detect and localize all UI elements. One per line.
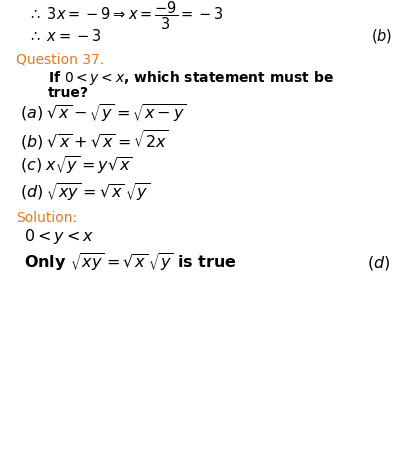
- Text: Solution:: Solution:: [16, 211, 77, 225]
- Text: $(b)$: $(b)$: [371, 27, 392, 45]
- Text: $\therefore\; x = -3$: $\therefore\; x = -3$: [28, 28, 102, 44]
- Text: Question 37.: Question 37.: [16, 53, 104, 67]
- Text: $(d)$: $(d)$: [367, 254, 390, 272]
- Text: Only $\sqrt{xy} = \sqrt{x}\,\sqrt{y}$ is true: Only $\sqrt{xy} = \sqrt{x}\,\sqrt{y}$ is…: [24, 252, 237, 274]
- Text: true?: true?: [48, 86, 89, 100]
- Text: If $0 < y < x$, which statement must be: If $0 < y < x$, which statement must be: [48, 69, 334, 87]
- Text: $(a)\; \sqrt{x} - \sqrt{y} = \sqrt{x-y}$: $(a)\; \sqrt{x} - \sqrt{y} = \sqrt{x-y}$: [20, 103, 187, 124]
- Text: $0 < y < x$: $0 < y < x$: [24, 227, 95, 247]
- Text: $(c)\; x\sqrt{y} = y\sqrt{x}$: $(c)\; x\sqrt{y} = y\sqrt{x}$: [20, 155, 133, 177]
- Text: $(d)\; \sqrt{xy} = \sqrt{x}\,\sqrt{y}$: $(d)\; \sqrt{xy} = \sqrt{x}\,\sqrt{y}$: [20, 182, 150, 203]
- Text: $\therefore\; 3x = -9 \Rightarrow x = \dfrac{-9}{3} = -3$: $\therefore\; 3x = -9 \Rightarrow x = \d…: [28, 0, 224, 32]
- Text: $(b)\; \sqrt{x} + \sqrt{x} = \sqrt{2x}$: $(b)\; \sqrt{x} + \sqrt{x} = \sqrt{2x}$: [20, 128, 169, 152]
